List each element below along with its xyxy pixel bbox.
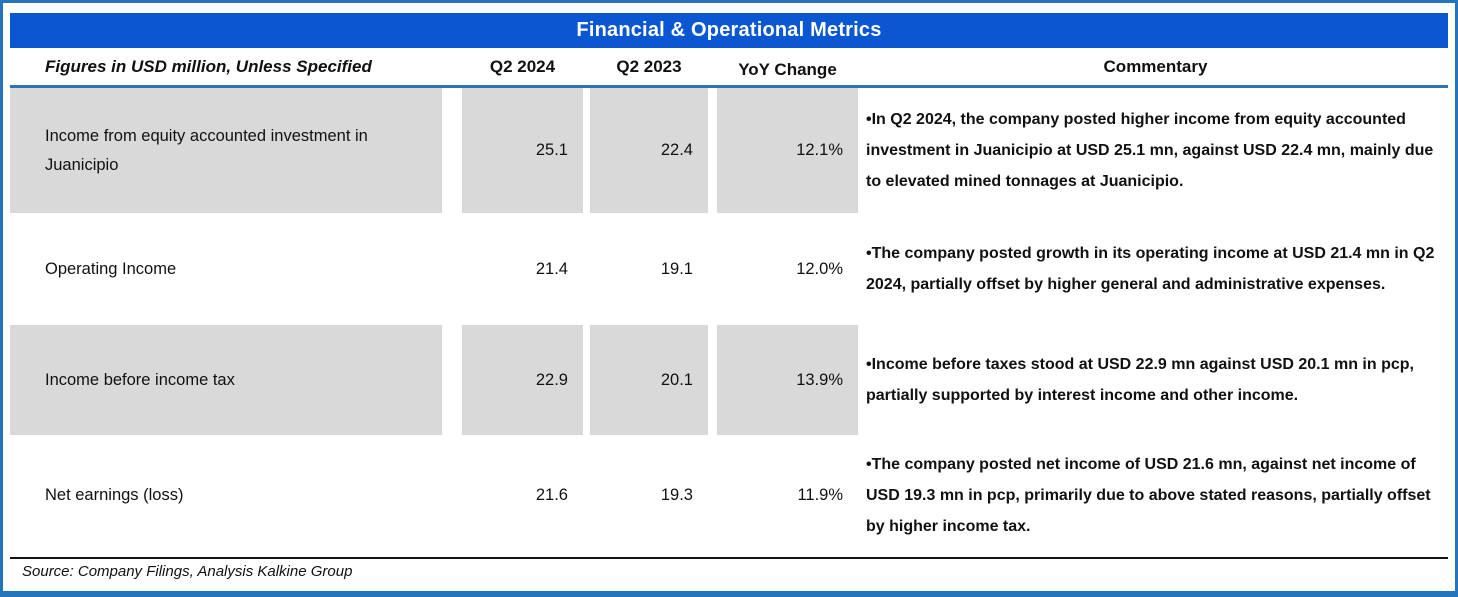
q2-2024-value: 25.1 [462,88,583,213]
table-row: Income from equity accounted investment … [10,88,1448,213]
row-label: Income before income tax [10,325,442,435]
commentary-text: •The company posted net income of USD 21… [866,455,1431,535]
row-label: Operating Income [10,213,442,325]
row-label: Income from equity accounted investment … [10,88,442,213]
table-row: Net earnings (loss) 21.6 19.3 11.9% •The… [10,435,1448,555]
source-text: Source: Company Filings, Analysis Kalkin… [22,563,353,580]
q2-2023-value: 19.3 [660,485,693,504]
table-header-row: Figures in USD million, Unless Specified… [10,48,1448,88]
yoy-change-value: 11.9% [797,485,843,504]
column-header-q2-2024: Q2 2024 [489,56,556,76]
source-row: Source: Company Filings, Analysis Kalkin… [10,557,1448,581]
row-label-text: Income before income tax [45,370,235,389]
commentary-text: •In Q2 2024, the company posted higher i… [866,111,1434,190]
yoy-change-value: 12.0% [796,259,843,278]
q2-2024-value: 21.6 [535,485,568,504]
row-label-text: Operating Income [45,259,177,278]
q2-2023-value: 22.4 [590,88,708,213]
yoy-change-value: 12.1% [717,88,858,213]
commentary-cell: •In Q2 2024, the company posted higher i… [863,88,1448,213]
table-row: Income before income tax 22.9 20.1 13.9%… [10,325,1448,435]
column-header-yoy-change: YoY Change [738,59,837,79]
commentary-text: •Income before taxes stood at USD 22.9 m… [866,356,1414,404]
row-label: Net earnings (loss) [10,435,442,555]
commentary-text: •The company posted growth in its operat… [866,245,1435,293]
row-label-text: Income from equity accounted investment … [45,126,368,174]
commentary-cell: •The company posted growth in its operat… [863,213,1448,325]
commentary-cell: •The company posted net income of USD 21… [863,435,1448,555]
yoy-change-value: 13.9% [717,325,858,435]
commentary-cell: •Income before taxes stood at USD 22.9 m… [863,325,1448,435]
q2-2024-value: 21.4 [535,259,568,278]
table-row: Operating Income 21.4 19.1 12.0% •The co… [10,213,1448,325]
column-header-figures: Figures in USD million, Unless Specified [45,56,372,76]
column-header-commentary: Commentary [1103,56,1208,76]
table-title: Financial & Operational Metrics [576,19,882,41]
q2-2023-value: 20.1 [590,325,708,435]
table-title-bar: Financial & Operational Metrics [10,13,1448,48]
column-header-q2-2023: Q2 2023 [616,56,682,76]
q2-2024-value: 22.9 [462,325,583,435]
row-label-text: Net earnings (loss) [45,485,184,504]
q2-2023-value: 19.1 [660,259,693,278]
table-body: Income from equity accounted investment … [10,88,1448,555]
